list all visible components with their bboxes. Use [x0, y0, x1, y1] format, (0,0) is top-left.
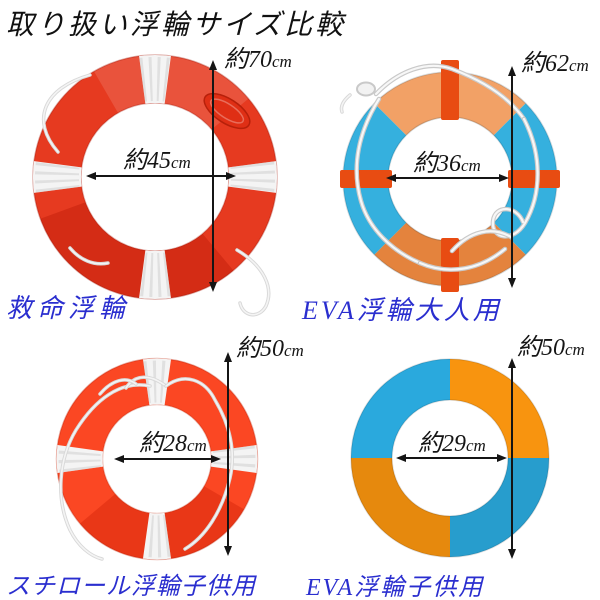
outer-diameter-arrow — [224, 352, 232, 556]
band-texture — [230, 161, 276, 193]
ring-shading — [351, 457, 549, 557]
rope-knot — [356, 81, 376, 97]
inner-diameter-label: 約29cm — [418, 430, 486, 457]
rescue-ring-figure: 約70cm 約45cm — [32, 46, 292, 317]
ring-segment-blue — [449, 457, 549, 557]
inner-diameter-arrow — [386, 174, 509, 182]
inner-diameter-arrow — [114, 455, 221, 463]
rope — [59, 375, 234, 561]
outer-diameter-label: 約70cm — [224, 46, 292, 73]
reflective-band — [139, 54, 171, 104]
caption-eva-adult-ring: EVA浮輪大人用 — [302, 296, 502, 325]
page-title: 取り扱い浮輪サイズ比較 — [6, 10, 347, 41]
outer-diameter-arrow — [508, 66, 516, 288]
caption-eva-child-ring: EVA浮輪子供用 — [306, 575, 485, 600]
rope — [339, 63, 540, 272]
strap — [441, 60, 459, 120]
ring-emblem — [203, 92, 251, 130]
outer-diameter-arrow — [508, 358, 516, 559]
reflective-band — [228, 161, 278, 193]
outer-diameter-label: 約50cm — [236, 335, 304, 362]
eva-child-ring-figure: 約50cm 約29cm — [350, 334, 585, 559]
band-texture — [139, 56, 171, 102]
inner-diameter-label: 約36cm — [413, 150, 481, 177]
styrofoam-child-ring-figure: 約50cm 約28cm — [55, 335, 304, 561]
band-texture — [143, 360, 171, 404]
ring-outer-edge — [55, 357, 259, 561]
inner-diameter-arrow — [396, 454, 507, 462]
ring-segment-blue — [351, 359, 451, 459]
band-texture — [139, 252, 171, 298]
reflective-band — [139, 250, 171, 300]
rope — [41, 73, 271, 317]
straps — [340, 60, 560, 292]
band-texture — [143, 514, 171, 558]
caption-styrofoam-child-ring: スチロール浮輪子供用 — [6, 574, 256, 600]
caption-rescue-ring: 救命浮輪 — [6, 294, 131, 323]
inner-diameter-label: 約45cm — [123, 147, 191, 174]
inner-diameter-arrow — [86, 172, 236, 180]
outer-diameter-label: 約62cm — [521, 50, 589, 77]
ring-outer-edge — [350, 358, 550, 558]
band-texture — [34, 161, 80, 193]
ring-shading — [40, 201, 234, 299]
reflective-band — [32, 161, 82, 193]
reflective-band — [56, 444, 104, 474]
eva-adult-ring-figure: 約62cm 約36cm — [339, 50, 589, 292]
inner-diameter-label: 約28cm — [139, 430, 207, 457]
outer-diameter-label: 約50cm — [517, 334, 585, 361]
reflective-band — [142, 512, 172, 560]
reflective-bands — [32, 54, 278, 300]
band-texture — [58, 445, 102, 473]
ring-segment-orange — [351, 457, 451, 557]
ring-inner-edge — [391, 399, 509, 517]
strap — [508, 170, 560, 188]
strap — [340, 170, 392, 188]
ring-segment-orange — [449, 359, 549, 459]
